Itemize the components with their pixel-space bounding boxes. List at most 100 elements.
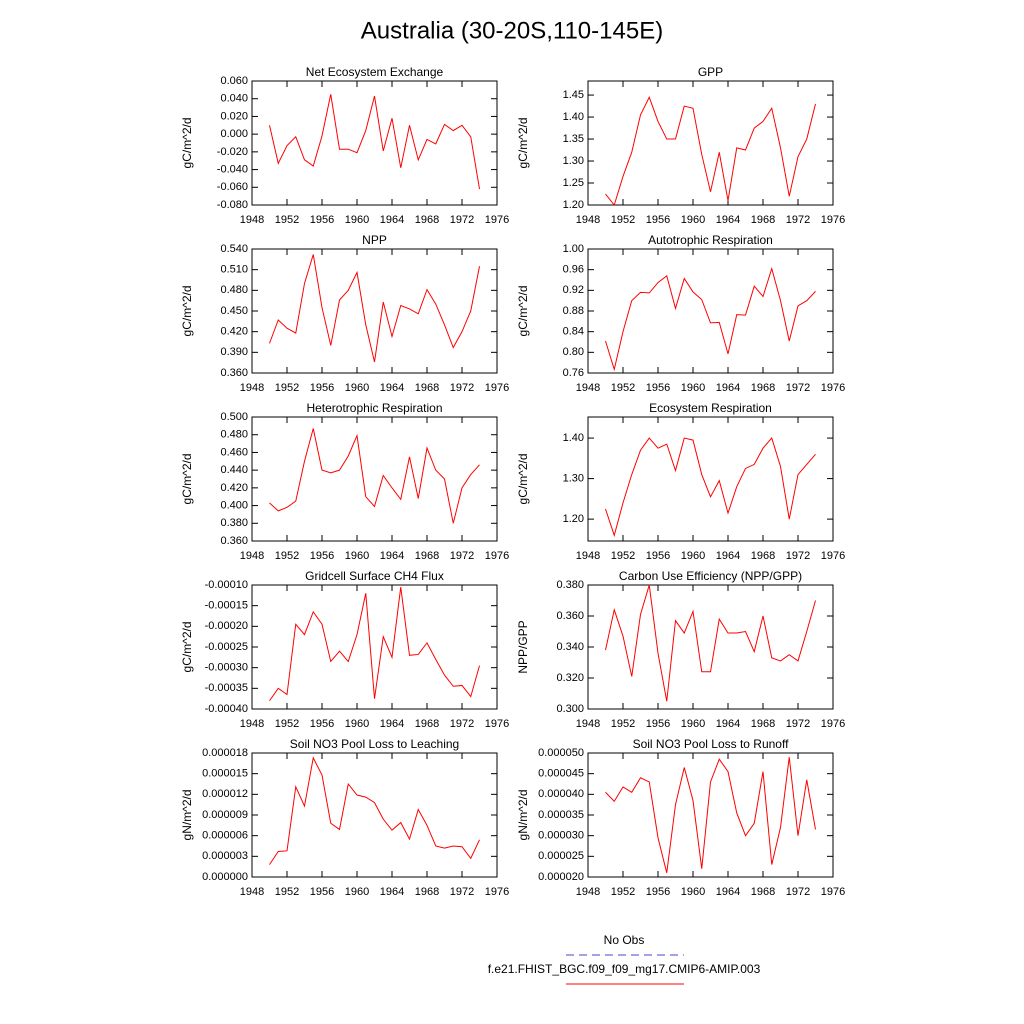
- y-tick-label: 0.480: [220, 429, 248, 441]
- y-tick-label: 0.000025: [538, 850, 584, 862]
- y-tick-label: 0.360: [220, 535, 248, 547]
- x-tick-label: 1960: [681, 886, 705, 898]
- panel-title: NPP: [362, 233, 387, 247]
- x-tick-label: 1968: [415, 550, 439, 562]
- x-tick-label: 1948: [240, 214, 264, 226]
- figure-title: Australia (30-20S,110-145E): [361, 17, 663, 44]
- y-axis-label: gC/m^2/d: [180, 454, 194, 505]
- y-tick-label: 0.380: [556, 579, 584, 591]
- y-axis-label: gN/m^2/d: [516, 790, 530, 841]
- x-tick-label: 1948: [576, 214, 600, 226]
- x-tick-label: 1972: [450, 550, 474, 562]
- plot-frame: [251, 584, 498, 710]
- y-axis-label: gC/m^2/d: [180, 118, 194, 169]
- x-tick-label: 1952: [275, 550, 299, 562]
- x-tick-label: 1948: [576, 886, 600, 898]
- y-tick-label: 0.76: [563, 367, 584, 379]
- x-tick-label: 1964: [716, 718, 740, 730]
- y-tick-label: 1.45: [563, 89, 584, 101]
- plot-frame: [587, 584, 834, 710]
- x-tick-label: 1972: [450, 214, 474, 226]
- x-tick-label: 1956: [310, 718, 334, 730]
- x-tick-label: 1972: [786, 718, 810, 730]
- x-tick-label: 1964: [380, 718, 404, 730]
- panel-title: Carbon Use Efficiency (NPP/GPP): [619, 569, 802, 583]
- y-axis-label: gC/m^2/d: [516, 454, 530, 505]
- y-tick-label: 0.80: [563, 346, 584, 358]
- x-tick-label: 1972: [786, 550, 810, 562]
- y-tick-label: 0.340: [556, 641, 584, 653]
- x-tick-label: 1972: [786, 382, 810, 394]
- x-tick-label: 1976: [821, 886, 845, 898]
- y-tick-label: 0.040: [220, 93, 248, 105]
- x-tick-label: 1960: [345, 718, 369, 730]
- y-tick-label: 1.30: [563, 473, 584, 485]
- y-tick-label: 0.000015: [202, 768, 248, 780]
- x-tick-label: 1952: [275, 382, 299, 394]
- x-tick-label: 1960: [345, 886, 369, 898]
- x-tick-label: 1976: [485, 718, 509, 730]
- y-tick-label: -0.060: [217, 181, 248, 193]
- panel-title: Heterotrophic Respiration: [306, 401, 442, 415]
- panel-title: GPP: [698, 65, 723, 79]
- x-tick-label: 1956: [646, 382, 670, 394]
- x-tick-label: 1972: [786, 214, 810, 226]
- x-tick-label: 1948: [576, 382, 600, 394]
- x-tick-label: 1968: [415, 718, 439, 730]
- y-tick-label: 1.40: [563, 432, 584, 444]
- x-tick-label: 1968: [751, 718, 775, 730]
- plot-frame: [251, 416, 498, 542]
- data-line: [605, 584, 816, 702]
- x-tick-label: 1956: [310, 886, 334, 898]
- x-tick-label: 1968: [415, 382, 439, 394]
- x-tick-label: 1968: [751, 214, 775, 226]
- x-tick-label: 1956: [310, 382, 334, 394]
- y-tick-label: 1.20: [563, 199, 584, 211]
- x-tick-label: 1956: [646, 886, 670, 898]
- y-tick-label: 0.300: [556, 703, 584, 715]
- y-axis-label: NPP/GPP: [516, 620, 530, 673]
- x-tick-label: 1972: [786, 886, 810, 898]
- x-tick-label: 1952: [611, 718, 635, 730]
- panel-title: Ecosystem Respiration: [649, 401, 772, 415]
- panel-title: Net Ecosystem Exchange: [306, 65, 444, 79]
- x-tick-label: 1960: [681, 550, 705, 562]
- x-tick-label: 1960: [681, 718, 705, 730]
- y-tick-label: 0.000012: [202, 788, 248, 800]
- x-tick-label: 1956: [646, 550, 670, 562]
- y-axis-label: gC/m^2/d: [516, 286, 530, 337]
- x-tick-label: 1948: [576, 718, 600, 730]
- plot-frame: [587, 80, 834, 206]
- y-tick-label: 0.000050: [538, 747, 584, 759]
- plot-frame: [251, 80, 498, 206]
- x-tick-label: 1976: [821, 550, 845, 562]
- y-tick-label: 1.20: [563, 513, 584, 525]
- x-tick-label: 1964: [380, 382, 404, 394]
- plot-frame: [251, 248, 498, 374]
- x-tick-label: 1964: [380, 886, 404, 898]
- y-tick-label: 0.000045: [538, 768, 584, 780]
- y-tick-label: 0.360: [556, 610, 584, 622]
- x-tick-label: 1952: [275, 214, 299, 226]
- x-tick-label: 1964: [380, 550, 404, 562]
- x-tick-label: 1976: [485, 214, 509, 226]
- plot-frame: [251, 752, 498, 878]
- x-tick-label: 1964: [716, 214, 740, 226]
- y-tick-label: 0.460: [220, 446, 248, 458]
- y-tick-label: 0.000000: [202, 871, 248, 883]
- x-tick-label: 1952: [611, 550, 635, 562]
- y-tick-label: 1.40: [563, 111, 584, 123]
- y-tick-label: 0.420: [220, 326, 248, 338]
- data-line: [269, 428, 480, 524]
- data-line: [269, 756, 480, 865]
- y-axis-label: gC/m^2/d: [180, 622, 194, 673]
- x-tick-label: 1952: [611, 214, 635, 226]
- x-tick-label: 1964: [716, 550, 740, 562]
- x-tick-label: 1968: [415, 886, 439, 898]
- panel-title: Soil NO3 Pool Loss to Runoff: [633, 737, 790, 751]
- y-tick-label: 1.35: [563, 133, 584, 145]
- y-tick-label: -0.080: [217, 199, 248, 211]
- x-tick-label: 1964: [380, 214, 404, 226]
- x-tick-label: 1956: [646, 718, 670, 730]
